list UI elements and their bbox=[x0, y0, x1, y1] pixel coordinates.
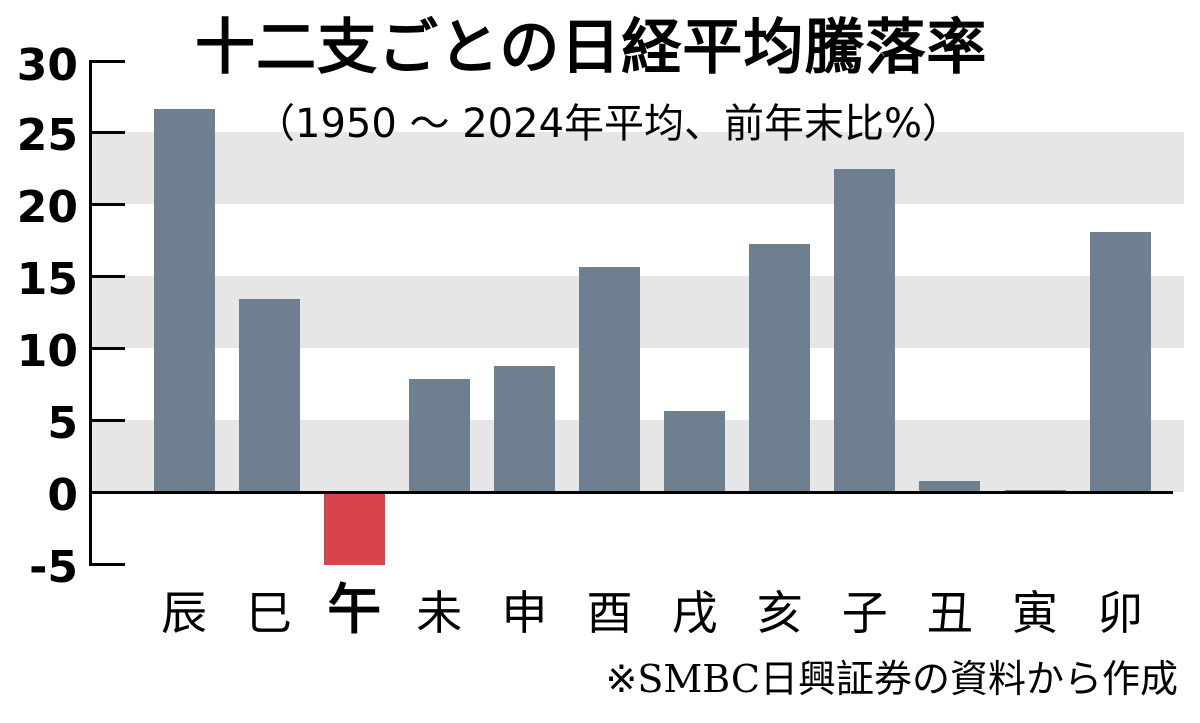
y-label-30: 30 bbox=[16, 40, 78, 91]
x-label-卯: 卯 bbox=[1097, 586, 1144, 640]
y-label-5: 5 bbox=[47, 398, 78, 449]
chart-subtitle: （1950 ～ 2024年平均、前年末比%） bbox=[255, 101, 963, 147]
y-tick-30 bbox=[89, 60, 125, 63]
x-label-辰: 辰 bbox=[161, 586, 207, 640]
y-label-0: 0 bbox=[47, 470, 78, 521]
y-tick-5 bbox=[89, 419, 125, 422]
bar-巳 bbox=[238, 298, 300, 493]
y-tick-20 bbox=[89, 203, 125, 206]
x-label-亥: 亥 bbox=[756, 586, 803, 640]
x-label-戌: 戌 bbox=[671, 586, 718, 640]
x-label-巳: 巳 bbox=[246, 586, 293, 640]
y-label-minus5: -5 bbox=[29, 542, 78, 593]
x-label-丑: 丑 bbox=[926, 586, 973, 640]
bar-戌 bbox=[664, 410, 726, 493]
y-tick-25 bbox=[89, 131, 125, 134]
bar-丑 bbox=[919, 481, 981, 493]
x-label-申: 申 bbox=[501, 586, 548, 640]
bar-卯 bbox=[1089, 232, 1151, 493]
y-tick-minus5 bbox=[89, 563, 125, 566]
bar-午 bbox=[323, 493, 385, 565]
chart-title: 十二支ごとの日経平均騰落率 bbox=[195, 13, 988, 83]
bar-未 bbox=[408, 379, 470, 493]
y-label-20: 20 bbox=[16, 182, 78, 233]
y-label-10: 10 bbox=[16, 326, 78, 377]
grid-band-20-25 bbox=[92, 132, 1184, 204]
x-label-酉: 酉 bbox=[586, 586, 633, 640]
y-axis bbox=[89, 61, 92, 566]
bar-亥 bbox=[749, 243, 811, 493]
source-note: ※SMBC日興証券の資料から作成 bbox=[605, 657, 1179, 701]
x-label-未: 未 bbox=[416, 586, 463, 640]
bar-子 bbox=[834, 169, 896, 493]
x-label-寅: 寅 bbox=[1012, 586, 1058, 640]
bar-辰 bbox=[153, 108, 215, 493]
bar-申 bbox=[493, 366, 555, 493]
x-label-午: 午 bbox=[327, 578, 382, 641]
zero-baseline bbox=[89, 491, 1173, 494]
x-label-子: 子 bbox=[841, 586, 888, 640]
y-label-25: 25 bbox=[16, 110, 78, 161]
bar-酉 bbox=[579, 266, 640, 493]
y-tick-15 bbox=[89, 275, 125, 278]
y-tick-10 bbox=[89, 347, 125, 350]
y-label-15: 15 bbox=[16, 254, 78, 305]
